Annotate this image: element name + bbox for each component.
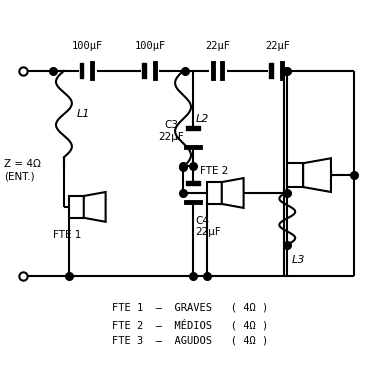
Bar [207,182,222,204]
Text: FTE 3: FTE 3 [305,170,334,180]
Text: 22μF: 22μF [205,41,230,51]
Polygon shape [222,178,244,208]
Text: L1: L1 [77,109,90,119]
Text: L3: L3 [291,254,305,264]
Text: FTE 3  –  AGUDOS   ( 4Ω ): FTE 3 – AGUDOS ( 4Ω ) [112,336,268,346]
Bar [69,196,84,218]
Text: C3
22μF: C3 22μF [158,120,184,142]
Text: L2: L2 [196,114,209,124]
Text: FTE 2  –  MÉDIOS   ( 4Ω ): FTE 2 – MÉDIOS ( 4Ω ) [112,319,268,331]
Polygon shape [84,192,106,222]
Polygon shape [303,158,331,192]
Text: FTE 2: FTE 2 [200,166,228,176]
Text: Z = 4Ω
(ENT.): Z = 4Ω (ENT.) [4,159,41,181]
Text: C4
22μF: C4 22μF [195,216,221,238]
Text: 22μF: 22μF [265,41,290,51]
Text: 100μF: 100μF [72,41,103,51]
Text: FTE 1  –  GRAVES   ( 4Ω ): FTE 1 – GRAVES ( 4Ω ) [112,302,268,312]
Bar [287,163,303,187]
Text: FTE 1: FTE 1 [53,230,81,240]
Text: 100μF: 100μF [135,41,166,51]
